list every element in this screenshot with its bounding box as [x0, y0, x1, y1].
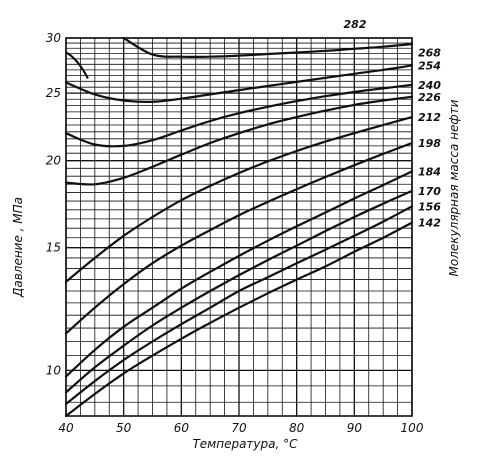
x-tick-label: 50	[116, 421, 132, 435]
curve-142	[64, 221, 414, 418]
x-axis-label: Температура, °С	[192, 437, 298, 451]
series-label-240: 240	[418, 79, 441, 92]
curve-198	[64, 141, 414, 335]
x-tick-label: 70	[231, 421, 247, 435]
curve-156	[64, 205, 414, 405]
series-label-142: 142	[418, 217, 441, 230]
x-tick-label: 40	[58, 421, 74, 435]
series-label-156: 156	[418, 200, 441, 213]
right-axis-label: Молекулярная масса нефти	[447, 99, 461, 276]
x-axis-ticks: 40 50 60 70 80 90 100	[58, 421, 423, 435]
y-tick-label: 10	[46, 363, 62, 377]
series-label-184: 184	[418, 165, 441, 178]
y-tick-label: 15	[46, 241, 61, 255]
curves	[64, 36, 414, 418]
curve-170	[64, 189, 414, 394]
y-axis-ticks: 10 15 20 25 30	[46, 31, 62, 377]
series-label-268: 268	[418, 46, 441, 59]
curve-282	[122, 36, 414, 59]
y-tick-label: 30	[46, 31, 62, 45]
plot-frame	[65, 37, 413, 417]
y-tick-label: 20	[46, 154, 62, 168]
curve-226	[64, 95, 414, 186]
x-tick-label: 60	[174, 421, 190, 435]
x-tick-label: 100	[401, 421, 424, 435]
series-label-254: 254	[418, 59, 441, 72]
series-label-198: 198	[418, 137, 441, 150]
curve-254	[64, 64, 414, 103]
y-axis-label: Давление , МПа	[11, 197, 25, 298]
series-label-170: 170	[418, 185, 441, 198]
grid	[65, 37, 413, 416]
series-label-282: 282	[344, 18, 367, 31]
series-label-212: 212	[418, 111, 441, 124]
curve-268-fragment	[65, 51, 89, 79]
curve-240	[64, 83, 414, 148]
x-tick-label: 90	[347, 421, 363, 435]
x-tick-label: 80	[289, 421, 305, 435]
curve-212	[64, 116, 414, 283]
series-label-226: 226	[418, 91, 441, 104]
curve-184	[64, 170, 414, 378]
y-tick-label: 25	[46, 86, 61, 100]
